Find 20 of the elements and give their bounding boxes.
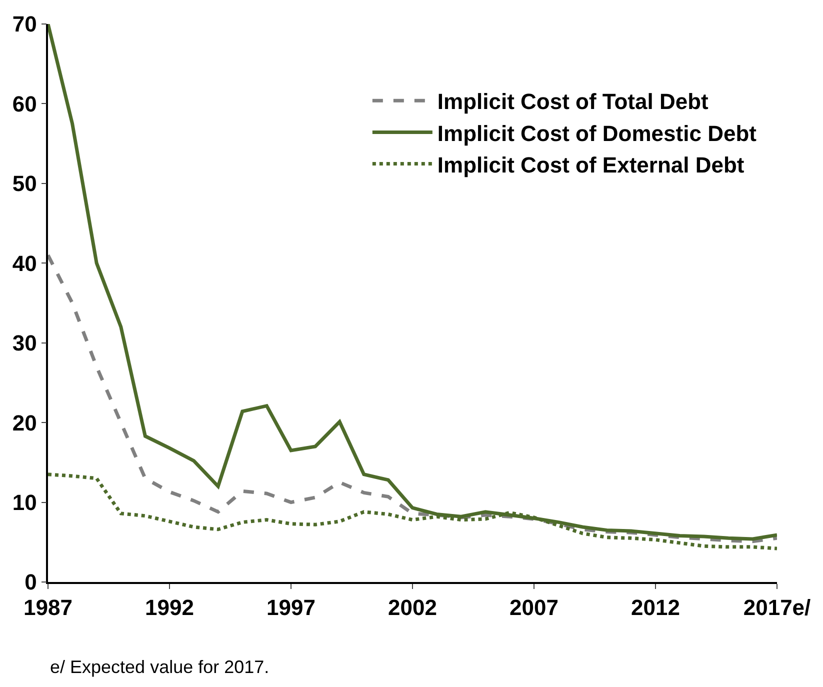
x-tick-label: 1987 — [24, 595, 72, 620]
legend-label: Implicit Cost of Total Debt — [437, 89, 710, 114]
y-tick-label: 70 — [12, 12, 37, 37]
x-tick-label: 2002 — [388, 595, 437, 620]
y-tick-label: 20 — [12, 410, 37, 436]
y-tick-label: 0 — [24, 570, 37, 595]
x-tick-label: 2012 — [631, 595, 680, 620]
x-tick-label: 1997 — [266, 595, 316, 620]
x-tick-label: 2017e/ — [743, 595, 811, 620]
text: e/ Expected value for 2017. — [50, 657, 270, 677]
x-tick-label: 2007 — [510, 595, 558, 620]
y-tick-label: 30 — [12, 330, 37, 356]
y-tick-label: 50 — [12, 171, 37, 196]
y-tick-label: 40 — [12, 250, 37, 276]
y-tick-label: 60 — [12, 91, 37, 116]
y-tick-label: 10 — [12, 490, 37, 515]
legend-label: Implicit Cost of Domestic Debt — [437, 120, 758, 146]
line-series — [48, 253, 777, 544]
legend-label: Implicit Cost of External Debt — [437, 152, 745, 178]
x-tick-label: 1992 — [145, 595, 194, 620]
